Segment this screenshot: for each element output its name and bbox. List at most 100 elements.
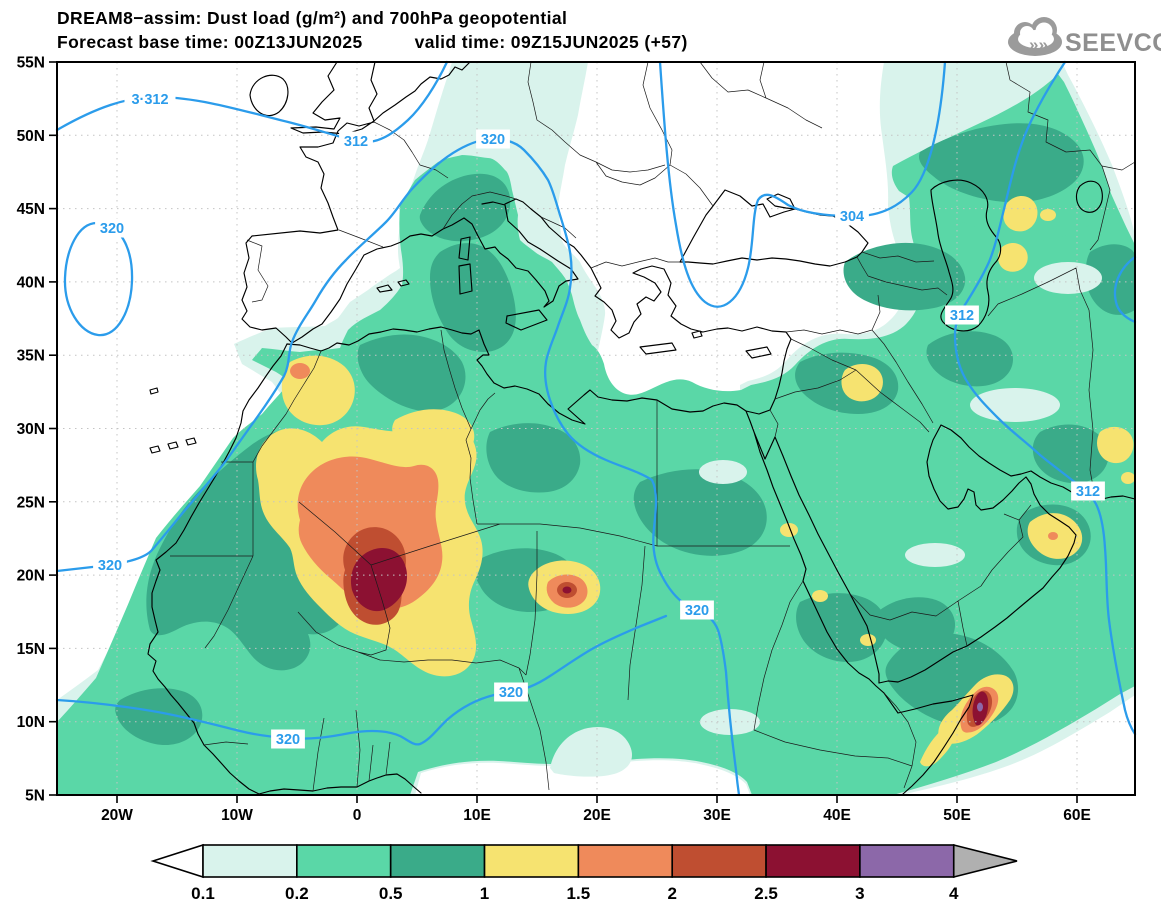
dust-region-l05 [486,423,581,493]
contour-label-box [680,600,714,620]
dust-region-l25 [562,586,572,594]
contour-304 [658,60,947,308]
dust-region-l05 [419,173,511,242]
dust-region-l05 [115,688,203,746]
dust-region-l1 [1003,196,1038,232]
dust-region-l15 [1048,532,1058,540]
colorbar-tick-label: 1.5 [567,884,591,903]
lat-tick-label: 35N [17,348,45,365]
contour-320-right-edge [1113,255,1137,324]
colorbar-tick-label: 4 [949,884,959,903]
contour-label: 320 [276,732,300,748]
lon-tick-label: 10W [221,807,253,824]
contour-label-box [835,206,869,226]
cloud-chevrons-icon: »» [1029,35,1048,54]
contour-label: 320 [100,221,124,237]
lat-tick-label: 30N [17,421,45,438]
lat-tick-label: 5N [25,788,45,805]
cloud-icon: »» [1008,17,1062,56]
dust-region-l05 [926,331,1014,387]
dust-region-l1 [392,409,475,462]
dust-region-l05 [430,243,516,352]
contour-label-box [945,305,979,325]
contour-label: 3·312 [131,92,168,108]
dust-region-l1 [860,634,876,646]
colorbar-segment [671,844,767,878]
colorbar-segment [296,844,392,878]
dust-region-l05 [357,334,466,412]
contour-label: 312 [950,308,974,324]
contour-320-atlantic [63,221,134,337]
colorbar-tick-label: 2.5 [754,884,778,903]
contour-label-box [95,218,129,238]
dust-region-l05 [843,242,966,311]
colorbar-left-arrow [150,843,204,879]
lon-tick-label: 0 [353,807,362,824]
dust-region-l01 [905,543,965,567]
dust-region-l15 [290,363,310,379]
lat-tick-label: 25N [17,494,45,511]
seevccc-logo: »» SEEVCCC [1008,17,1161,57]
dust-region-l1 [998,243,1028,272]
contour-label-box [494,682,528,702]
dust-region-l1 [1040,209,1056,221]
colorbar-segment [389,844,486,878]
contour-label-box [1071,481,1105,501]
dust-region-l05 [919,123,1084,203]
dust-region-l05 [1032,424,1109,484]
contour-label: 312 [1076,484,1100,500]
contour-312-east [953,60,1137,736]
lon-tick-label: 10E [463,807,491,824]
contour-label: 312 [344,134,368,150]
dust-shading-layer [57,62,1135,795]
lon-tick-label: 30E [703,807,731,824]
lat-tick-label: 10N [17,714,45,731]
dust-region-l01 [550,726,633,777]
dust-region-l05 [1085,244,1135,315]
dust-region-l1 [1121,472,1135,484]
chart-title-block: DREAM8−assim: Dust load (g/m²) and 700hP… [57,6,688,54]
dust-region-l05 [633,469,767,556]
dust-region-l01 [970,388,1060,422]
dust-region-l01 [1034,262,1102,294]
colorbar-tick-label: 1 [480,884,489,903]
dust-region-l3 [977,702,983,712]
contour-label: 304 [840,209,864,225]
lon-tick-label: 40E [823,807,851,824]
contour-label-box [271,729,305,749]
colorbar-segment [765,844,861,878]
contour-320-sahel [55,614,668,746]
contour-label-box [124,89,176,109]
colorbar-segment [577,844,674,878]
colorbar-segment [859,844,955,878]
graticule-grid [57,62,1135,795]
dust-region-l1 [1097,426,1134,464]
dust-region-l25 [350,548,408,612]
contour-label-box [339,131,373,151]
chart-title: DREAM8−assim: Dust load (g/m²) and 700hP… [57,8,568,28]
contour-label-box [93,555,127,575]
dust-region-l05 [876,597,956,653]
valid-time: valid time: 09Z15JUN2025 (+57) [414,32,688,52]
lat-tick-label: 45N [17,201,45,218]
contour-label: 320 [98,558,122,574]
dust-region-l1 [841,364,883,402]
lat-tick-label: 20N [17,568,45,585]
lon-tick-label: 20W [101,807,133,824]
contour-label: 320 [499,685,523,701]
contour-labels: 3·312 312 320 320 304 312 312 320 320 320 320 [93,89,1105,749]
coastlines-layer [147,61,1136,795]
country-borders [170,61,1136,792]
lon-tick-label: 20E [583,807,611,824]
dust-region-white [415,760,750,795]
contour-label: 320 [685,603,709,619]
logo-text: SEEVCCC [1065,29,1161,57]
contour-label: 320 [481,132,505,148]
colorbar-tick-label: 3 [855,884,864,903]
forecast-base-time: Forecast base time: 00Z13JUN2025 [57,32,363,52]
colorbar-tick-label: 2 [667,884,676,903]
dust-region-l1 [920,725,955,767]
colorbar-segment [202,844,298,878]
dust-region-l01 [699,460,747,484]
colorbar-segment [483,844,580,878]
